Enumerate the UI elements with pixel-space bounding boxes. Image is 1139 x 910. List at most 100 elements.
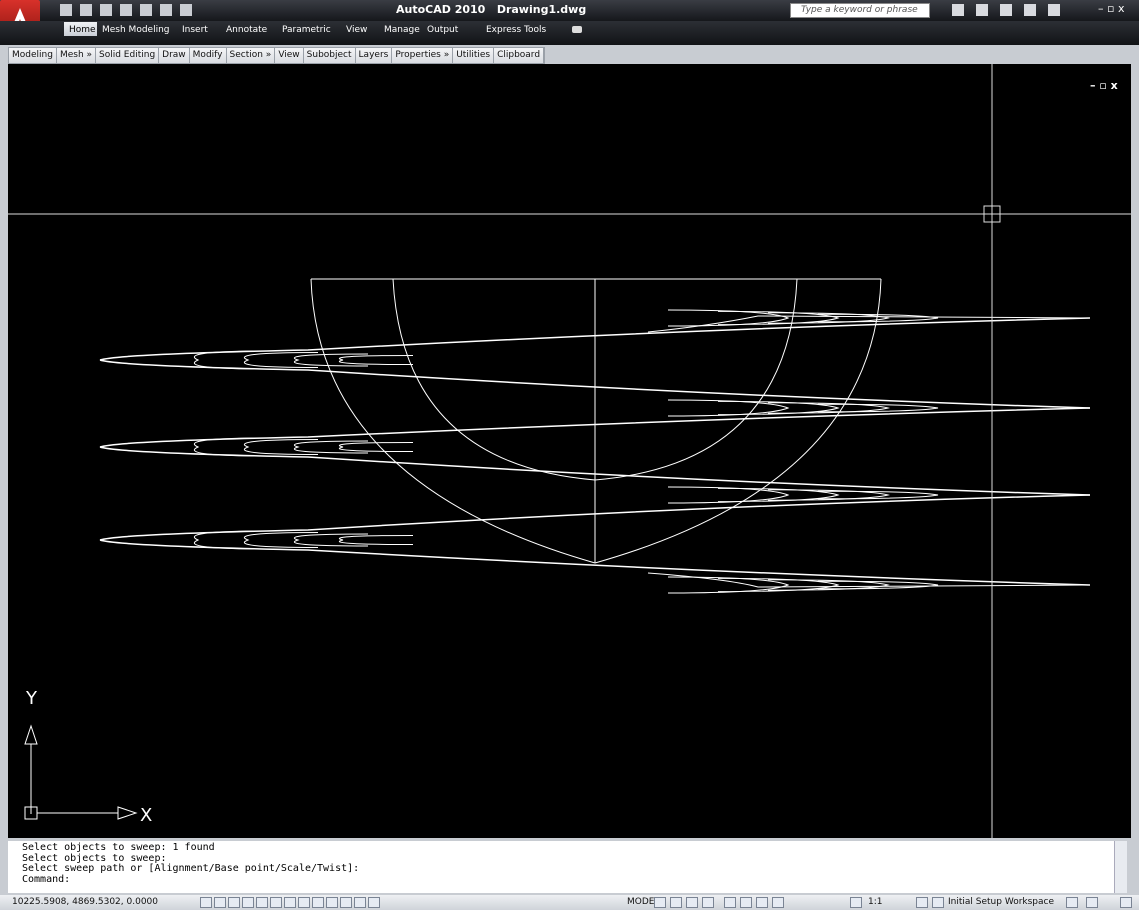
profile-arc bbox=[594, 278, 798, 481]
status-toggle[interactable] bbox=[740, 897, 752, 908]
ribbon-tab[interactable]: Express Tools bbox=[486, 25, 547, 35]
ribbon-tab[interactable]: Home bbox=[69, 25, 96, 35]
ribbon-panel[interactable]: Mesh » bbox=[57, 48, 97, 63]
ribbon-panel[interactable]: Section » bbox=[227, 48, 276, 63]
status-toggle[interactable] bbox=[368, 897, 380, 908]
sweep-loop bbox=[293, 440, 369, 454]
search-box[interactable]: Type a keyword or phrase bbox=[790, 3, 930, 18]
ribbon-tab[interactable]: Manage bbox=[384, 25, 420, 35]
status-toggle[interactable] bbox=[756, 897, 768, 908]
ribbon-tab[interactable]: Annotate bbox=[226, 25, 268, 35]
sweep-loop bbox=[243, 439, 319, 455]
ribbon-tab[interactable]: Insert bbox=[182, 25, 208, 35]
sweep-geometry bbox=[99, 278, 1091, 594]
sweep-loop bbox=[293, 533, 369, 547]
ribbon-panel[interactable]: View bbox=[275, 48, 304, 63]
sweep-loop bbox=[817, 580, 939, 590]
sweep-loop bbox=[667, 576, 790, 594]
status-toggle[interactable] bbox=[228, 897, 240, 908]
status-toggle[interactable] bbox=[1086, 897, 1098, 908]
ribbon-panel[interactable]: Layers bbox=[356, 48, 393, 63]
sweep-loop bbox=[817, 403, 939, 413]
ribbon-panel[interactable]: Properties » bbox=[392, 48, 454, 63]
annotation-scale[interactable]: 1:1 bbox=[868, 897, 883, 907]
status-toggle[interactable] bbox=[670, 897, 682, 908]
pickbox bbox=[983, 205, 1001, 223]
window-controls[interactable]: – ▫ x bbox=[1098, 2, 1125, 15]
ribbon-toggle[interactable] bbox=[572, 26, 582, 33]
status-toggle[interactable] bbox=[242, 897, 254, 908]
sweep-loop bbox=[717, 487, 840, 503]
status-toggle[interactable] bbox=[284, 897, 296, 908]
sweep-loop bbox=[293, 353, 369, 367]
status-toggle[interactable] bbox=[298, 897, 310, 908]
status-toggle[interactable] bbox=[1066, 897, 1078, 908]
ribbon-panel[interactable]: Draw bbox=[159, 48, 190, 63]
workspace-switcher[interactable]: Initial Setup Workspace bbox=[948, 897, 1055, 907]
command-history: Select objects to sweep: 1 found Select … bbox=[22, 841, 1127, 885]
status-toggle[interactable] bbox=[256, 897, 268, 908]
ribbon-panel[interactable]: Subobject bbox=[304, 48, 356, 63]
status-toggle[interactable] bbox=[850, 897, 862, 908]
status-toggle[interactable] bbox=[772, 897, 784, 908]
sweep-loop bbox=[667, 486, 790, 504]
status-toggle[interactable] bbox=[1120, 897, 1132, 908]
sweep-edge bbox=[99, 446, 1091, 496]
ribbon-panel[interactable]: Utilities bbox=[453, 48, 495, 63]
sweep-edge bbox=[99, 359, 1091, 409]
sweep-loop bbox=[243, 352, 319, 368]
ribbon-panel[interactable]: Modify bbox=[190, 48, 227, 63]
sweep-edge bbox=[99, 317, 1091, 361]
command-window[interactable]: Select objects to sweep: 1 found Select … bbox=[8, 841, 1127, 893]
ribbon-tab[interactable]: View bbox=[346, 25, 368, 35]
ribbon-tabs bbox=[0, 21, 1139, 45]
status-toggle[interactable] bbox=[326, 897, 338, 908]
status-toggle[interactable] bbox=[214, 897, 226, 908]
ribbon-tab[interactable]: Output bbox=[427, 25, 459, 35]
status-toggle[interactable] bbox=[340, 897, 352, 908]
sweep-edge bbox=[99, 494, 1091, 541]
status-toggle[interactable] bbox=[354, 897, 366, 908]
sweep-loop bbox=[667, 399, 790, 417]
profile-arc bbox=[310, 278, 596, 564]
sweep-loop bbox=[717, 577, 840, 593]
ribbon-tab[interactable]: Mesh Modeling bbox=[102, 25, 170, 35]
infocenter-tools[interactable] bbox=[952, 4, 1062, 16]
model-space-button[interactable]: MODEL bbox=[627, 897, 660, 907]
status-toggle[interactable] bbox=[916, 897, 928, 908]
sweep-edge bbox=[99, 407, 1091, 448]
status-toggle[interactable] bbox=[724, 897, 736, 908]
app-title: AutoCAD 2010 bbox=[396, 3, 486, 16]
sweep-edge bbox=[647, 572, 1091, 588]
command-scrollbar[interactable] bbox=[1114, 841, 1127, 893]
sweep-loop bbox=[767, 402, 890, 414]
command-line: Select sweep path or [Alignment/Base poi… bbox=[22, 863, 360, 874]
ucs-icon bbox=[24, 724, 138, 820]
status-toggle[interactable] bbox=[312, 897, 324, 908]
drawing-area: – ▫ x Y X bbox=[8, 64, 1131, 838]
viewport[interactable] bbox=[8, 64, 1131, 838]
search-placeholder: Type a keyword or phrase bbox=[801, 5, 918, 15]
quick-access-toolbar[interactable] bbox=[60, 4, 200, 16]
status-toggle[interactable] bbox=[270, 897, 282, 908]
ribbon-panels: Modeling Mesh » Solid Editing Draw Modify Sec… bbox=[8, 47, 546, 64]
sweep-loop bbox=[817, 313, 939, 323]
window-title: AutoCAD 2010 Drawing1.dwg bbox=[396, 3, 586, 16]
title-bar: AutoCAD 2010 Drawing1.dwg Type a keyword… bbox=[0, 0, 1139, 21]
sweep-loop bbox=[193, 437, 269, 457]
sweep-loop bbox=[817, 490, 939, 500]
status-toggle[interactable] bbox=[200, 897, 212, 908]
status-toggle[interactable] bbox=[654, 897, 666, 908]
ribbon-panel[interactable]: Clipboard bbox=[494, 48, 545, 63]
status-toggle[interactable] bbox=[702, 897, 714, 908]
sweep-loop bbox=[193, 350, 269, 370]
sweep-loop bbox=[767, 312, 890, 324]
ribbon-panel[interactable]: Solid Editing bbox=[96, 48, 160, 63]
status-toggle[interactable] bbox=[932, 897, 944, 908]
sweep-loop bbox=[767, 579, 890, 591]
viewport-controls[interactable]: – ▫ x bbox=[1090, 79, 1118, 92]
ribbon-panel[interactable]: Modeling bbox=[9, 48, 57, 63]
ribbon-tab[interactable]: Parametric bbox=[282, 25, 331, 35]
status-toggle[interactable] bbox=[686, 897, 698, 908]
